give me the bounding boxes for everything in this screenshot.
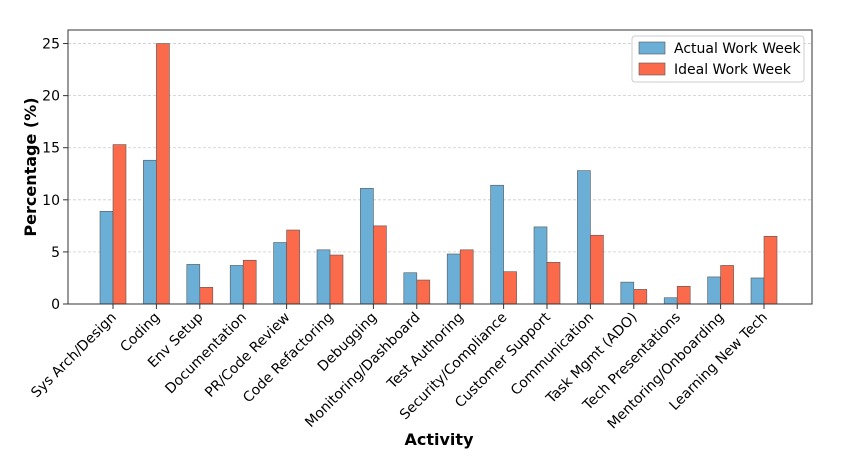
bar-actual (750, 277, 765, 305)
bar-ideal (590, 234, 604, 305)
bar-actual (143, 159, 157, 305)
legend-swatch-actual (638, 41, 666, 55)
bar-ideal (329, 254, 344, 305)
plot-frame (67, 29, 813, 305)
legend-box (631, 35, 805, 83)
legend-label-ideal: Ideal Work Week (674, 62, 792, 78)
legend-label-actual: Actual Work Week (674, 41, 801, 57)
bar-ideal (720, 265, 734, 305)
bar-actual (403, 272, 418, 305)
bar-ideal (286, 229, 300, 305)
bar-ideal (112, 144, 127, 305)
bar-actual (663, 297, 678, 305)
x-tick-label: Sys Arch/Design (28, 310, 120, 402)
bar-ideal (546, 262, 561, 305)
bar-actual (707, 276, 721, 305)
y-tick-label: 5 (51, 245, 60, 261)
bar-ideal (633, 289, 648, 305)
y-tick-label: 20 (42, 89, 60, 105)
bar-actual (99, 210, 114, 305)
bar-ideal (459, 249, 474, 305)
bar-actual (186, 264, 201, 305)
bar-actual (360, 188, 374, 305)
x-axis-title: Activity (405, 430, 475, 449)
bar-ideal (503, 271, 517, 305)
bar-actual (533, 226, 548, 305)
bar-actual (273, 242, 287, 305)
bar-actual (229, 265, 244, 305)
bar-ideal (199, 287, 214, 305)
bar-ideal (676, 285, 691, 305)
bar-ideal (373, 225, 387, 305)
bar-actual (446, 253, 461, 305)
bar-ideal (763, 235, 778, 305)
bar-actual (316, 249, 331, 305)
y-axis: 0 5 10 15 20 25 (42, 37, 68, 313)
y-axis-title: Percentage (%) (21, 97, 40, 236)
legend-swatch-ideal (638, 62, 666, 76)
bar-ideal (416, 279, 431, 305)
bar-actual (490, 184, 504, 305)
y-tick-label: 25 (42, 37, 60, 53)
x-tick-label: Documentation (162, 310, 250, 398)
bar-ideal (156, 43, 170, 305)
legend: Actual Work Week Ideal Work Week (631, 35, 805, 83)
grid (68, 43, 812, 305)
bar-actual (577, 170, 591, 305)
bars (99, 43, 778, 305)
y-tick-label: 15 (42, 141, 60, 157)
bar-ideal (242, 259, 257, 305)
bar-actual (620, 281, 635, 305)
x-tick-label: Test Authoring (384, 310, 467, 393)
y-tick-label: 0 (51, 297, 60, 313)
y-tick-label: 10 (42, 193, 60, 209)
